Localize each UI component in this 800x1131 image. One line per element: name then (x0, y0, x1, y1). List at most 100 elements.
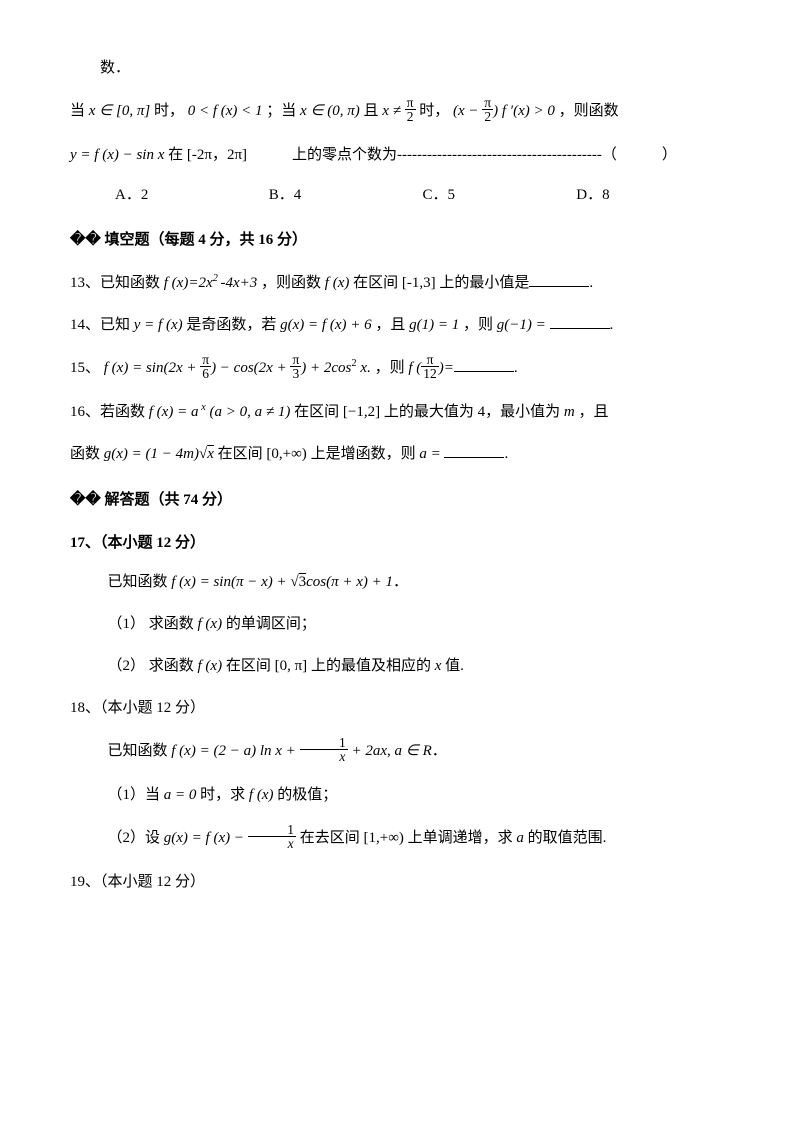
t: 的单调区间； (226, 616, 316, 632)
t: 16、若函数 (70, 404, 149, 420)
top-line0: 数． (70, 50, 730, 86)
interval: [0,+∞) (266, 446, 306, 462)
t: ． (393, 574, 408, 590)
math: x ∈ (0, π) (300, 103, 360, 119)
num: 1 (248, 823, 296, 838)
frac-1x-b: 1x (248, 823, 296, 851)
den: 3 (290, 367, 301, 381)
q18-sub2: （2）设 g(x) = f (x) − 1x 在去区间 [1,+∞) 上单调递增… (70, 819, 730, 858)
den: x (300, 750, 348, 764)
t: 在去区间 (300, 830, 364, 846)
choice-row: A．2 B．4 C．5 D．8 (70, 179, 730, 212)
frac-pi3: π3 (290, 353, 301, 381)
q16-line2: 函数 g(x) = (1 − 4m)√x 在区间 [0,+∞) 上是增函数，则 … (70, 436, 730, 472)
interval: [1,+∞) (364, 830, 404, 846)
t: ． (432, 743, 447, 759)
math: x ≠ (382, 103, 404, 119)
choice-a: A．2 (115, 179, 269, 212)
t: 15、 (70, 360, 100, 376)
math: y = f (x) (134, 317, 183, 333)
blank (529, 272, 589, 287)
section3-title: �� 解答题（共 74 分） (70, 484, 730, 517)
math: f (x) (325, 275, 350, 291)
t: 14、已知 (70, 317, 134, 333)
t: 当 (70, 103, 89, 119)
den: 2 (405, 110, 416, 124)
math: )= (439, 360, 454, 376)
frac-pi-2: π2 (405, 96, 416, 124)
math: x ∈ [0, π] (89, 103, 150, 119)
t: ，则 (463, 317, 497, 333)
interval: [-1,3] (402, 275, 436, 291)
sqrt-icon: √ (199, 446, 207, 462)
math: ) − cos(2x + (211, 360, 290, 376)
math: cos(π + x) + 1 (306, 574, 393, 590)
math: g(x) = f (x) + 6 (280, 317, 371, 333)
q19-title: 19、（本小题 12 分） (70, 864, 730, 900)
math: 0 < f (x) < 1 (188, 103, 263, 119)
t: ，则函数 (261, 275, 325, 291)
t: 上的最值及相应的 (311, 658, 435, 674)
math: y = f (x) − sin x (70, 147, 164, 163)
t: （2） 求函数 (108, 658, 198, 674)
blank (454, 357, 514, 372)
den: 6 (200, 367, 211, 381)
den: x (248, 837, 296, 851)
math: (a > 0, a ≠ 1) (206, 404, 291, 420)
frac-1x: 1x (300, 736, 348, 764)
dashes: ----------------------------------------… (397, 147, 602, 163)
q13: 13、已知函数 f (x)=2x2 -4x+3 ，则函数 f (x) 在区间 [… (70, 265, 730, 301)
math: f (x) = (2 − a) ln x + (171, 743, 299, 759)
top-line1: 当 x ∈ [0, π] 时， 0 < f (x) < 1 ；当 x ∈ (0,… (70, 92, 730, 131)
blank (550, 314, 610, 329)
t: 上的最大值为 4，最小值为 (384, 404, 564, 420)
q16-line1: 16、若函数 f (x) = a x (a > 0, a ≠ 1) 在区间 [−… (70, 394, 730, 430)
t: 上单调递增，求 (408, 830, 517, 846)
t: ，且 (578, 404, 608, 420)
t: 时， (419, 103, 449, 119)
sqrt-x: x (207, 446, 214, 462)
t: ，则函数 (559, 103, 619, 119)
top-line2: y = f (x) − sin x 在 [-2π，2π] 上的零点个数为----… (70, 137, 730, 173)
t: 13、已知函数 (70, 275, 164, 291)
t: 在区间 (226, 658, 275, 674)
choice-c: C．5 (423, 179, 577, 212)
t: 在 [-2π，2π] 上的零点个数为 (168, 147, 397, 163)
t: . (589, 275, 593, 291)
t: 在区间 (353, 275, 402, 291)
q15: 15、 f (x) = sin(2x + π6) − cos(2x + π3) … (70, 349, 730, 388)
t: 在区间 (294, 404, 343, 420)
t: （1）当 (108, 787, 164, 803)
q17-title: 17、（本小题 12 分） (70, 527, 730, 560)
num: π (405, 96, 416, 111)
interval: [−1,2] (343, 404, 380, 420)
sup: x (198, 402, 205, 413)
m: m (564, 404, 575, 420)
t: ，且 (375, 317, 409, 333)
t: ；当 (266, 103, 300, 119)
t: 的极值； (277, 787, 337, 803)
q18-title: 18、（本小题 12 分） (70, 690, 730, 726)
den: 12 (421, 367, 439, 381)
q17-line1: 已知函数 f (x) = sin(π − x) + √3cos(π + x) +… (70, 564, 730, 600)
section2-title: �� 填空题（每题 4 分，共 16 分） (70, 224, 730, 257)
t: 值. (445, 658, 464, 674)
math: x. (357, 360, 375, 376)
t: 已知函数 (108, 574, 172, 590)
math: f ( (408, 360, 421, 376)
num: 1 (300, 736, 348, 751)
math: f (x) (198, 616, 223, 632)
num: π (200, 353, 211, 368)
math: -4x+3 (221, 275, 258, 291)
math: (x − (453, 103, 482, 119)
t: 且 (364, 103, 383, 119)
text: 数． (100, 60, 130, 76)
choice-d: D．8 (576, 179, 730, 212)
num: π (482, 96, 493, 111)
x: x (435, 658, 442, 674)
math: f (x) = a (149, 404, 199, 420)
t: （ ） (602, 147, 677, 163)
t: 已知函数 (108, 743, 172, 759)
math: ) f ′(x) > 0 (493, 103, 555, 119)
math: f (x) (198, 658, 223, 674)
